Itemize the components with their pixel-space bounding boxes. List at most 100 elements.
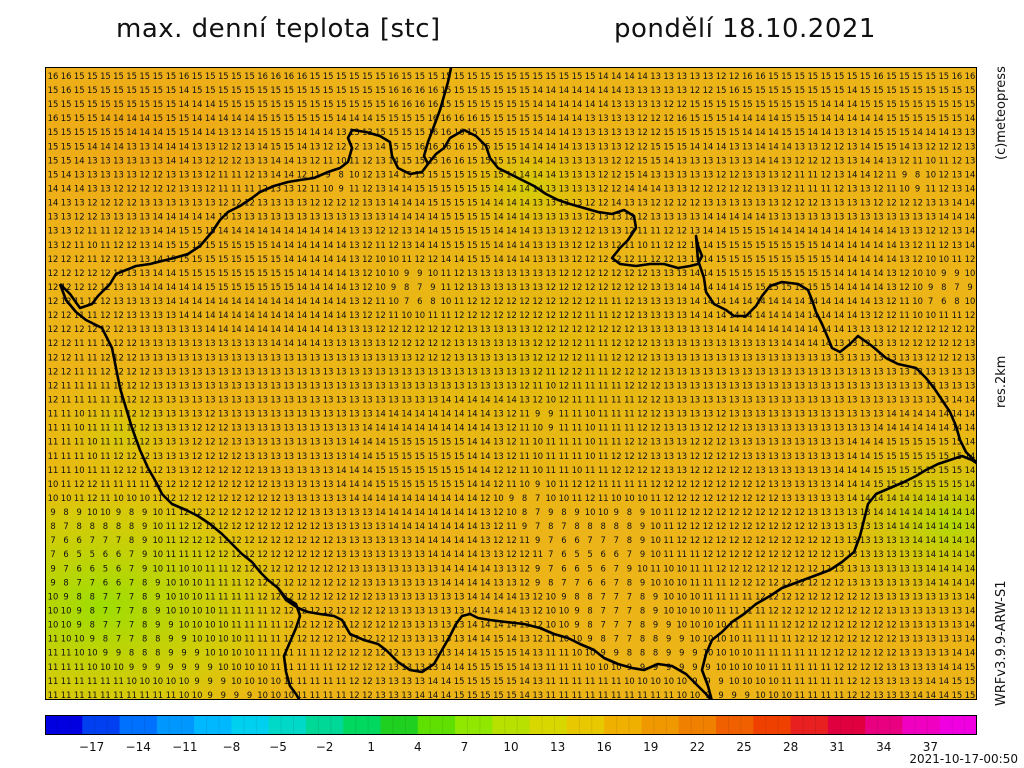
temperature-value: 14 (506, 634, 517, 644)
temperature-value: 14 (703, 254, 714, 264)
temperature-value: 13 (559, 212, 570, 222)
temperature-value: 12 (585, 324, 596, 334)
temperature-value: 13 (401, 395, 412, 405)
temperature-value: 12 (611, 465, 622, 475)
temperature-value: 14 (807, 127, 818, 137)
temperature-value: 14 (847, 85, 858, 95)
temperature-value: 8 (77, 591, 82, 601)
temperature-value: 15 (401, 155, 412, 165)
temperature-value: 10 (506, 507, 517, 517)
temperature-value: 13 (545, 240, 556, 250)
temperature-value: 15 (768, 282, 779, 292)
temperature-value: 13 (768, 437, 779, 447)
temperature-value: 12 (559, 324, 570, 334)
temperature-value: 15 (126, 99, 137, 109)
temperature-value: 14 (349, 437, 360, 447)
temperature-value: 14 (244, 127, 255, 137)
temperature-value: 11 (598, 690, 609, 700)
temperature-value: 12 (847, 690, 858, 700)
temperature-value: 14 (270, 155, 281, 165)
temperature-value: 12 (676, 198, 687, 208)
temperature-value: 15 (755, 268, 766, 278)
temperature-value: 14 (847, 310, 858, 320)
temperature-value: 7 (535, 493, 540, 503)
temperature-value: 13 (663, 282, 674, 292)
temperature-value: 15 (467, 676, 478, 686)
temperature-value: 12 (218, 535, 229, 545)
temperature-value: 12 (965, 310, 976, 320)
temperature-value: 12 (532, 606, 543, 616)
temperature-value: 12 (231, 549, 242, 559)
temperature-value: 13 (441, 620, 452, 630)
temperature-value: 14 (362, 437, 373, 447)
temperature-value: 12 (283, 606, 294, 616)
temperature-value: 13 (139, 198, 150, 208)
temperature-value: 14 (454, 648, 465, 658)
temperature-value: 9 (142, 549, 147, 559)
temperature-value: 14 (244, 296, 255, 306)
temperature-value: 10 (755, 662, 766, 672)
temperature-value: 13 (493, 338, 504, 348)
temperature-value: 12 (362, 184, 373, 194)
temperature-value: 11 (323, 690, 334, 700)
temperature-value: 13 (401, 563, 412, 573)
temperature-value: 9 (168, 662, 173, 672)
temperature-value: 13 (585, 155, 596, 165)
temperature-value: 7 (614, 591, 619, 601)
temperature-value: 11 (807, 676, 818, 686)
temperature-value: 14 (834, 113, 845, 123)
temperature-value: 12 (310, 535, 321, 545)
temperature-value: 14 (952, 549, 963, 559)
forecast-date: pondělí 18.10.2021 (614, 14, 876, 44)
temperature-value: 13 (873, 690, 884, 700)
temperature-value: 12 (179, 507, 190, 517)
temperature-value: 12 (401, 338, 412, 348)
temperature-value: 7 (587, 535, 592, 545)
temperature-value: 15 (467, 169, 478, 179)
temperature-value: 13 (401, 366, 412, 376)
temperature-value: 12 (310, 198, 321, 208)
temperature-value: 13 (912, 212, 923, 222)
temperature-value: 10 (87, 507, 98, 517)
temperature-value: 15 (781, 127, 792, 137)
temperature-value: 13 (218, 409, 229, 419)
temperature-value: 14 (467, 634, 478, 644)
temperature-value: 15 (925, 85, 936, 95)
temperature-value: 15 (270, 85, 281, 95)
temperature-value: 10 (663, 676, 674, 686)
temperature-value: 15 (729, 240, 740, 250)
temperature-value: 10 (113, 662, 124, 672)
temperature-value: 13 (414, 662, 425, 672)
temperature-value: 13 (742, 169, 753, 179)
temperature-value: 10 (48, 493, 59, 503)
temperature-value: 13 (768, 338, 779, 348)
temperature-value: 13 (519, 591, 530, 601)
temperature-value: 10 (532, 437, 543, 447)
temperature-value: 12 (310, 591, 321, 601)
temperature-value: 11 (218, 184, 229, 194)
temperature-value: 13 (467, 338, 478, 348)
temperature-value: 15 (807, 268, 818, 278)
temperature-value: 13 (781, 465, 792, 475)
temperature-value: 14 (205, 212, 216, 222)
temperature-value: 14 (886, 226, 897, 236)
temperature-value: 13 (807, 380, 818, 390)
temperature-value: 9 (902, 169, 907, 179)
temperature-value: 12 (794, 198, 805, 208)
temperature-value: 13 (755, 352, 766, 362)
temperature-value: 12 (873, 184, 884, 194)
temperature-value: 15 (166, 71, 177, 81)
temperature-value: 13 (676, 338, 687, 348)
temperature-value: 13 (270, 184, 281, 194)
temperature-value: 14 (860, 240, 871, 250)
temperature-value: 13 (886, 366, 897, 376)
temperature-value: 14 (965, 620, 976, 630)
temperature-value: 11 (257, 648, 268, 658)
temperature-value: 15 (925, 451, 936, 461)
temperature-value: 12 (231, 465, 242, 475)
temperature-value: 10 (388, 296, 399, 306)
temperature-value: 14 (860, 437, 871, 447)
temperature-value: 13 (179, 423, 190, 433)
temperature-value: 12 (283, 577, 294, 587)
temperature-value: 13 (414, 620, 425, 630)
